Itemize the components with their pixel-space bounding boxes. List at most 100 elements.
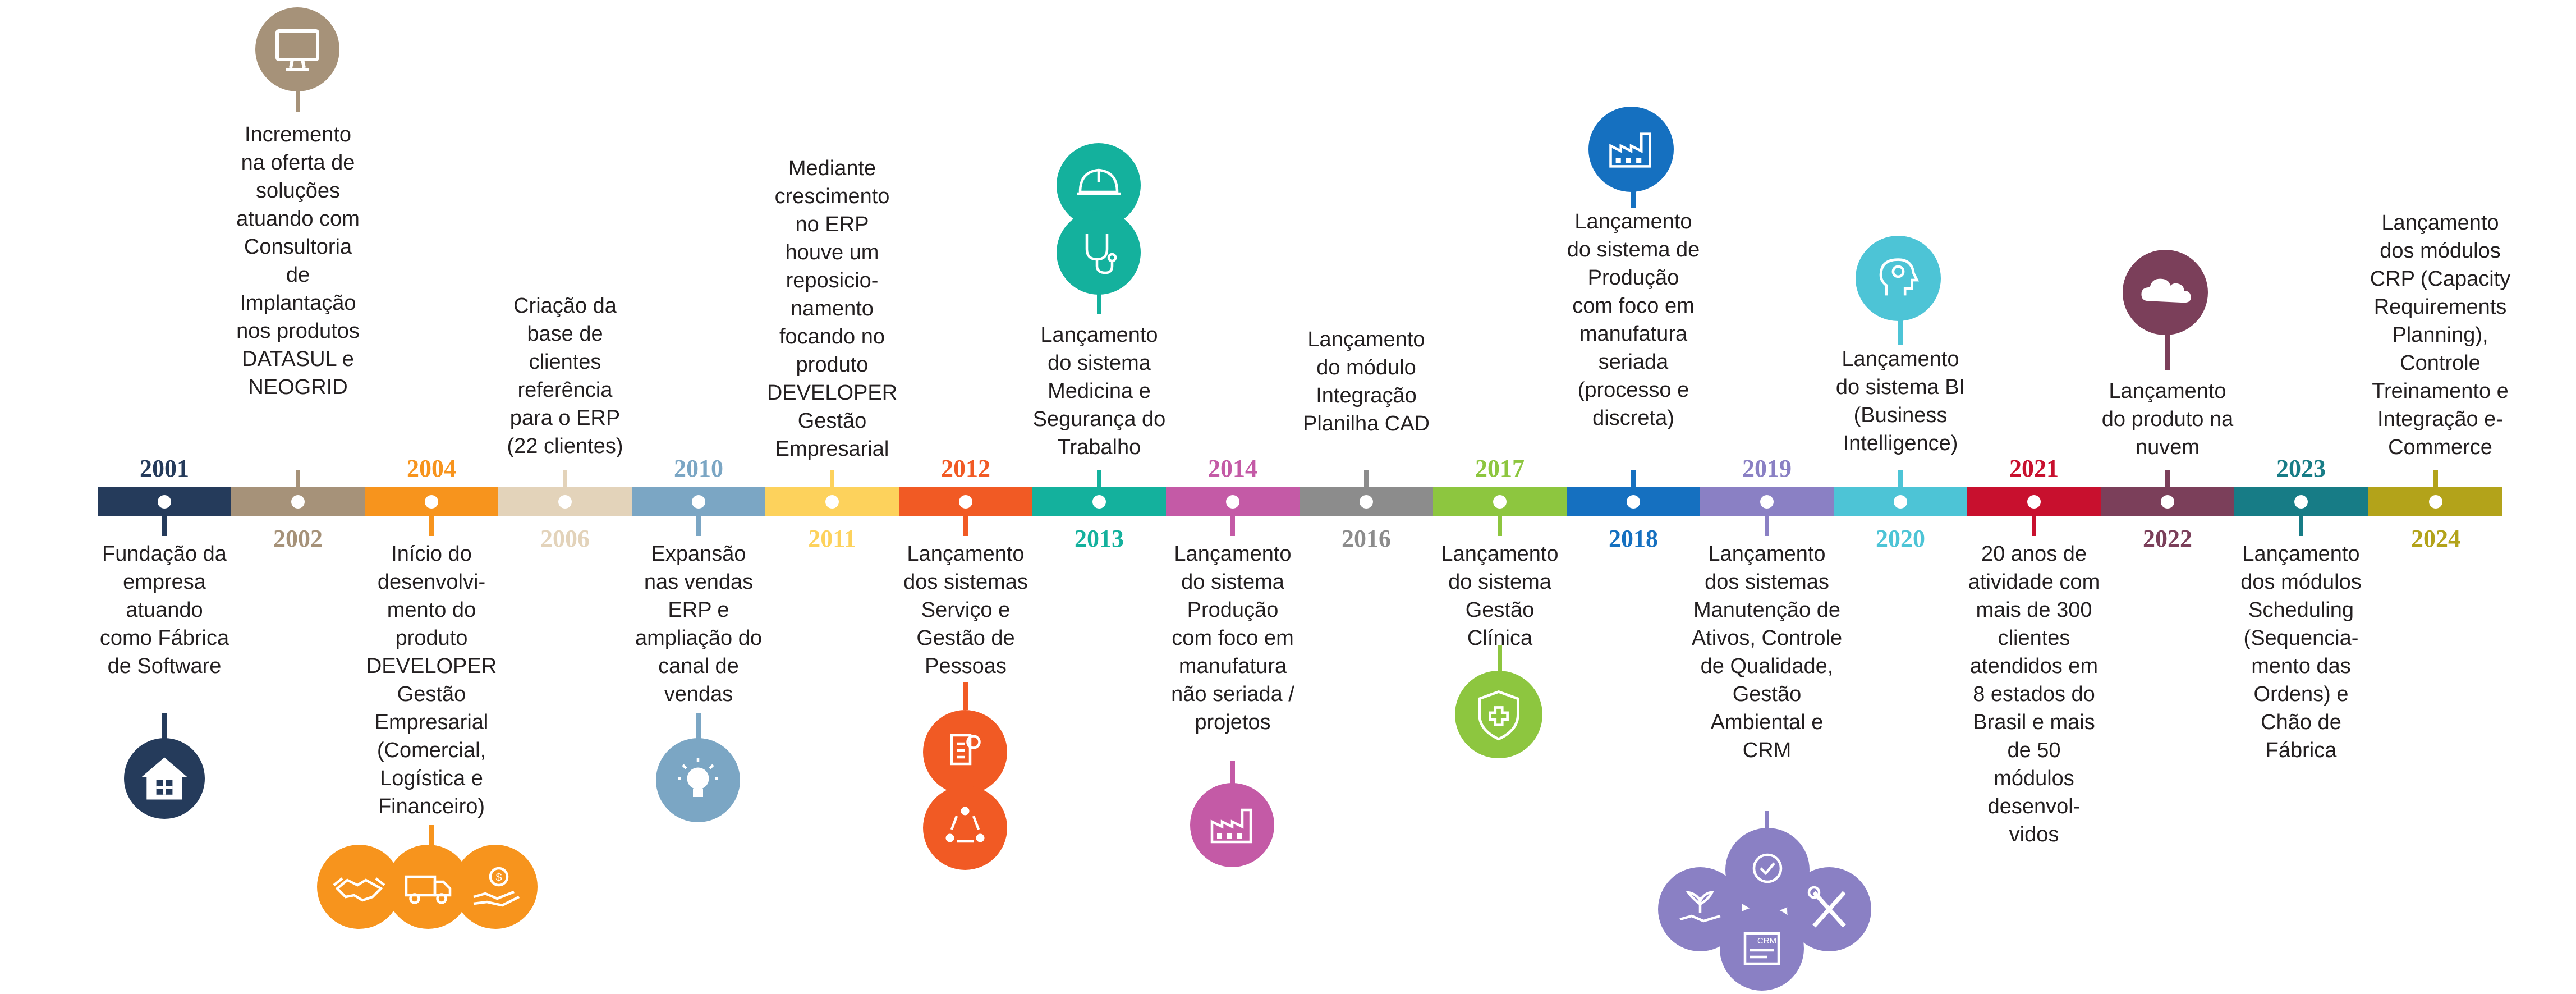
factory-icon <box>1190 783 1274 867</box>
dot-2017 <box>1493 495 1507 509</box>
description-2004: Início do desenvolvi-mento do produto DE… <box>366 542 497 818</box>
year-2011: 2011 <box>808 525 856 552</box>
stem-2021 <box>2032 516 2036 536</box>
year-2021: 2021 <box>2009 455 2059 482</box>
year-2020: 2020 <box>1876 525 1925 552</box>
dot-2024 <box>2429 495 2442 509</box>
house-icon <box>124 738 205 819</box>
dot-2012 <box>959 495 972 509</box>
stem-2018 <box>1631 470 1636 487</box>
description-2001: Fundação da empresa atuando como Fábrica… <box>99 542 229 678</box>
description-2022: Lançamento do produto na nuvem <box>2101 379 2234 459</box>
icon-stem-2001 <box>162 713 167 741</box>
year-2013: 2013 <box>1075 525 1124 552</box>
stem-2020 <box>1898 470 1903 487</box>
year-2002: 2002 <box>273 525 323 552</box>
dot-2004 <box>425 495 438 509</box>
stem-2012 <box>963 516 968 536</box>
stethoscope-icon <box>1057 210 1141 295</box>
year-2004: 2004 <box>407 455 456 482</box>
stem-2002 <box>296 470 300 487</box>
service-tools-icon <box>923 710 1007 794</box>
description-2014: Lançamento do sistema Produção com foco … <box>1171 542 1294 734</box>
lightbulb-icon <box>656 738 740 822</box>
dot-2023 <box>2294 495 2308 509</box>
description-2010: Expansão nas vendas ERP e ampliação do c… <box>635 542 763 706</box>
shield-cross-icon <box>1455 671 1542 758</box>
year-2016: 2016 <box>1342 525 1391 552</box>
description-2023: Lançamento dos módulos Scheduling (Seque… <box>2240 542 2362 762</box>
factory-icon <box>1588 107 1674 192</box>
icon-stem-2012 <box>963 682 968 710</box>
stem-2022 <box>2165 470 2170 487</box>
people-cycle-icon <box>923 786 1007 870</box>
monitor-icon <box>255 7 339 91</box>
stem-2010 <box>696 516 701 536</box>
year-2017: 2017 <box>1475 455 1525 482</box>
icon-stem-2022 <box>2165 326 2170 370</box>
year-2010: 2010 <box>674 455 723 482</box>
icon-stem-2002 <box>296 87 300 112</box>
icon-stem-2014 <box>1230 761 1235 786</box>
icon-stem-2017 <box>1498 645 1502 676</box>
dot-2010 <box>692 495 705 509</box>
year-2014: 2014 <box>1208 455 1257 482</box>
year-2018: 2018 <box>1609 525 1658 552</box>
dot-2011 <box>825 495 839 509</box>
year-2006: 2006 <box>540 525 590 552</box>
stem-2013 <box>1097 470 1101 487</box>
dot-2022 <box>2161 495 2174 509</box>
icon-stem-2004 <box>429 825 434 853</box>
icon-stem-2010 <box>696 713 701 741</box>
stem-2019 <box>1765 516 1769 536</box>
stem-2001 <box>162 516 167 536</box>
dot-2019 <box>1760 495 1774 509</box>
dot-2021 <box>2027 495 2041 509</box>
description-2012: Lançamento dos sistemas Serviço e Gestão… <box>903 542 1028 678</box>
year-2023: 2023 <box>2276 455 2326 482</box>
description-2016: Lançamento do módulo Integração Planilha… <box>1303 328 1430 436</box>
stem-2017 <box>1498 516 1502 536</box>
svg-text:$: $ <box>496 872 502 884</box>
description-2017: Lançamento do sistema Gestão Clínica <box>1441 542 1559 650</box>
crm-icon: CRM <box>1720 906 1804 991</box>
icon-stem-2018 <box>1631 180 1636 208</box>
dot-2016 <box>1360 495 1373 509</box>
description-2024: Lançamento dos módulos CRP (Capacity Req… <box>2370 211 2511 459</box>
icon-stem-2013 <box>1097 283 1101 314</box>
wrench-screwdriver-icon <box>1787 867 1871 951</box>
dot-2018 <box>1627 495 1640 509</box>
description-2019: Lançamento dos sistemas Manutenção de At… <box>1691 542 1843 762</box>
stem-2011 <box>830 470 834 487</box>
svg-text:CRM: CRM <box>1757 936 1776 946</box>
cloud-icon <box>2123 250 2208 335</box>
year-2022: 2022 <box>2143 525 2192 552</box>
stem-2006 <box>563 470 567 487</box>
description-2002: Incremento na oferta de soluções atuando… <box>236 123 360 399</box>
year-2012: 2012 <box>941 455 990 482</box>
description-2013: Lançamento do sistema Medicina e Seguran… <box>1032 323 1166 459</box>
description-2006: Criação da base de clientes referência p… <box>507 294 623 458</box>
stem-2004 <box>429 516 434 536</box>
stem-2024 <box>2433 470 2438 487</box>
year-2019: 2019 <box>1742 455 1792 482</box>
icon-stem-2019 <box>1765 811 1769 836</box>
dot-2001 <box>158 495 171 509</box>
dot-2002 <box>291 495 305 509</box>
dot-2013 <box>1092 495 1106 509</box>
stem-2014 <box>1230 516 1235 536</box>
year-2024: 2024 <box>2411 525 2460 552</box>
dot-2014 <box>1226 495 1239 509</box>
head-gear-icon <box>1856 236 1941 321</box>
stem-2023 <box>2299 516 2303 536</box>
year-2001: 2001 <box>140 455 189 482</box>
icon-stem-2020 <box>1898 312 1903 345</box>
description-2011: Mediante crescimento no ERP houve um rep… <box>766 157 898 461</box>
stem-2016 <box>1364 470 1369 487</box>
description-2018: Lançamento do sistema de Produção com fo… <box>1567 210 1700 430</box>
description-2020: Lançamento do sistema BI (Business Intel… <box>1835 347 1966 455</box>
money-hand-icon: $ <box>453 845 538 929</box>
dot-2020 <box>1894 495 1907 509</box>
description-2021: 20 anos de atividade com mais de 300 cli… <box>1968 542 2100 846</box>
